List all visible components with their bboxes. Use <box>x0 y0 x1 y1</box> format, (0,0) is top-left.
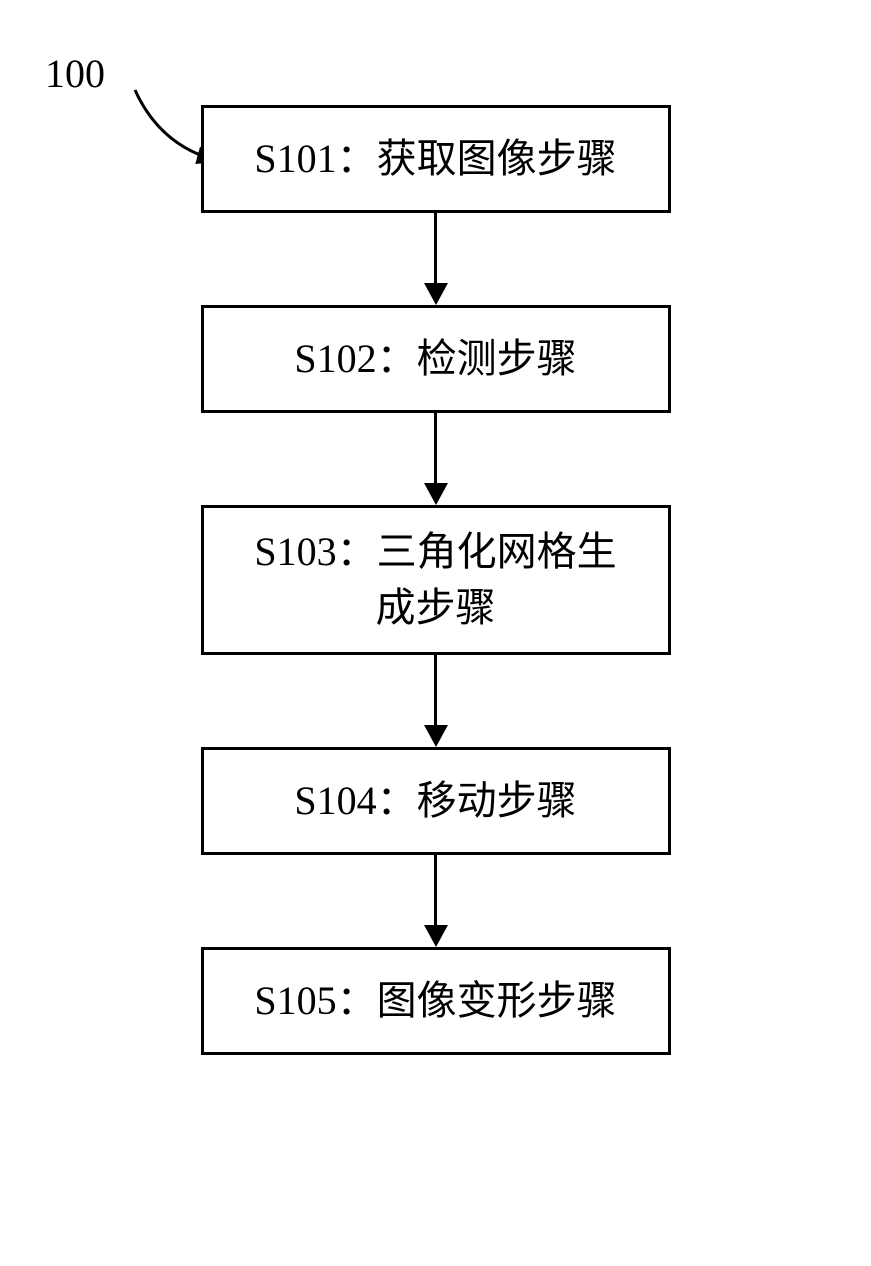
flowchart-step-s104: S104：移动步骤 <box>201 747 671 855</box>
flowchart-arrow <box>424 655 448 747</box>
step-label: S103：三角化网格生 成步骤 <box>254 524 616 636</box>
arrow-head-icon <box>424 725 448 747</box>
flowchart-step-s105: S105：图像变形步骤 <box>201 947 671 1055</box>
arrow-head-icon <box>424 483 448 505</box>
step-label: S104：移动步骤 <box>294 773 576 829</box>
flowchart-container: S101：获取图像步骤 S102：检测步骤 S103：三角化网格生 成步骤 S104：… <box>201 105 671 1055</box>
arrow-head-icon <box>424 283 448 305</box>
arrow-line <box>434 413 437 483</box>
arrow-line <box>434 655 437 725</box>
reference-label: 100 <box>45 50 105 97</box>
step-label: S102：检测步骤 <box>294 331 576 387</box>
flowchart-arrow <box>424 213 448 305</box>
flowchart-arrow <box>424 855 448 947</box>
flowchart-step-s102: S102：检测步骤 <box>201 305 671 413</box>
step-label: S101：获取图像步骤 <box>254 131 616 187</box>
arrow-line <box>434 213 437 283</box>
flowchart-step-s101: S101：获取图像步骤 <box>201 105 671 213</box>
arrow-head-icon <box>424 925 448 947</box>
step-label: S105：图像变形步骤 <box>254 973 616 1029</box>
flowchart-arrow <box>424 413 448 505</box>
arrow-line <box>434 855 437 925</box>
flowchart-step-s103: S103：三角化网格生 成步骤 <box>201 505 671 655</box>
